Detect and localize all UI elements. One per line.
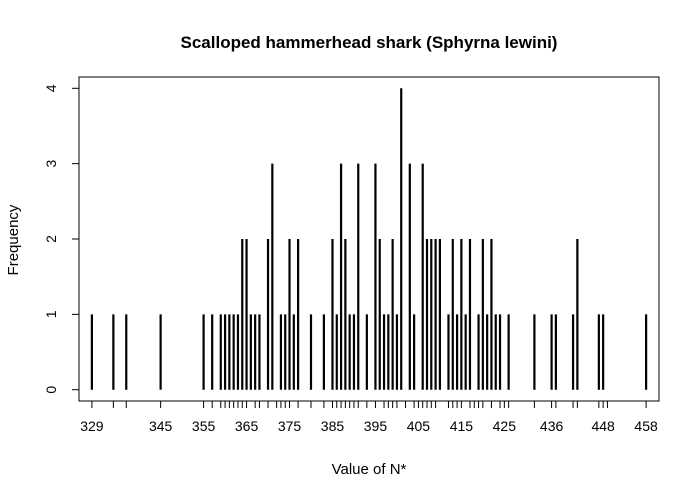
y-tick-label: 2 (43, 235, 59, 243)
y-tick-label: 1 (43, 310, 59, 318)
x-tick-label: 365 (235, 418, 259, 434)
x-tick-label: 436 (540, 418, 564, 434)
x-tick-label: 355 (192, 418, 216, 434)
x-tick-label: 458 (634, 418, 658, 434)
x-tick-label: 345 (149, 418, 173, 434)
x-axis-label: Value of N* (332, 461, 407, 478)
y-axis: 0 1 2 3 4 (43, 84, 80, 394)
bars-group (90, 88, 648, 390)
x-tick-label: 425 (493, 418, 517, 434)
y-axis-label: Frequency (5, 204, 22, 275)
x-tick-label: 405 (407, 418, 431, 434)
y-tick-label: 4 (43, 84, 59, 92)
y-tick-label: 0 (43, 386, 59, 394)
x-tick-label: 448 (591, 418, 615, 434)
chart-title: Scalloped hammerhead shark (Sphyrna lewi… (181, 33, 558, 52)
y-tick-label: 3 (43, 160, 59, 168)
x-tick-label: 395 (364, 418, 388, 434)
x-axis: 329 345 355 365 375 385 395 405 415 425 436 448 458 (80, 400, 658, 434)
x-tick-label: 415 (450, 418, 474, 434)
x-tick-label: 375 (278, 418, 302, 434)
x-tick-label: 385 (321, 418, 345, 434)
x-tick-label: 329 (80, 418, 104, 434)
